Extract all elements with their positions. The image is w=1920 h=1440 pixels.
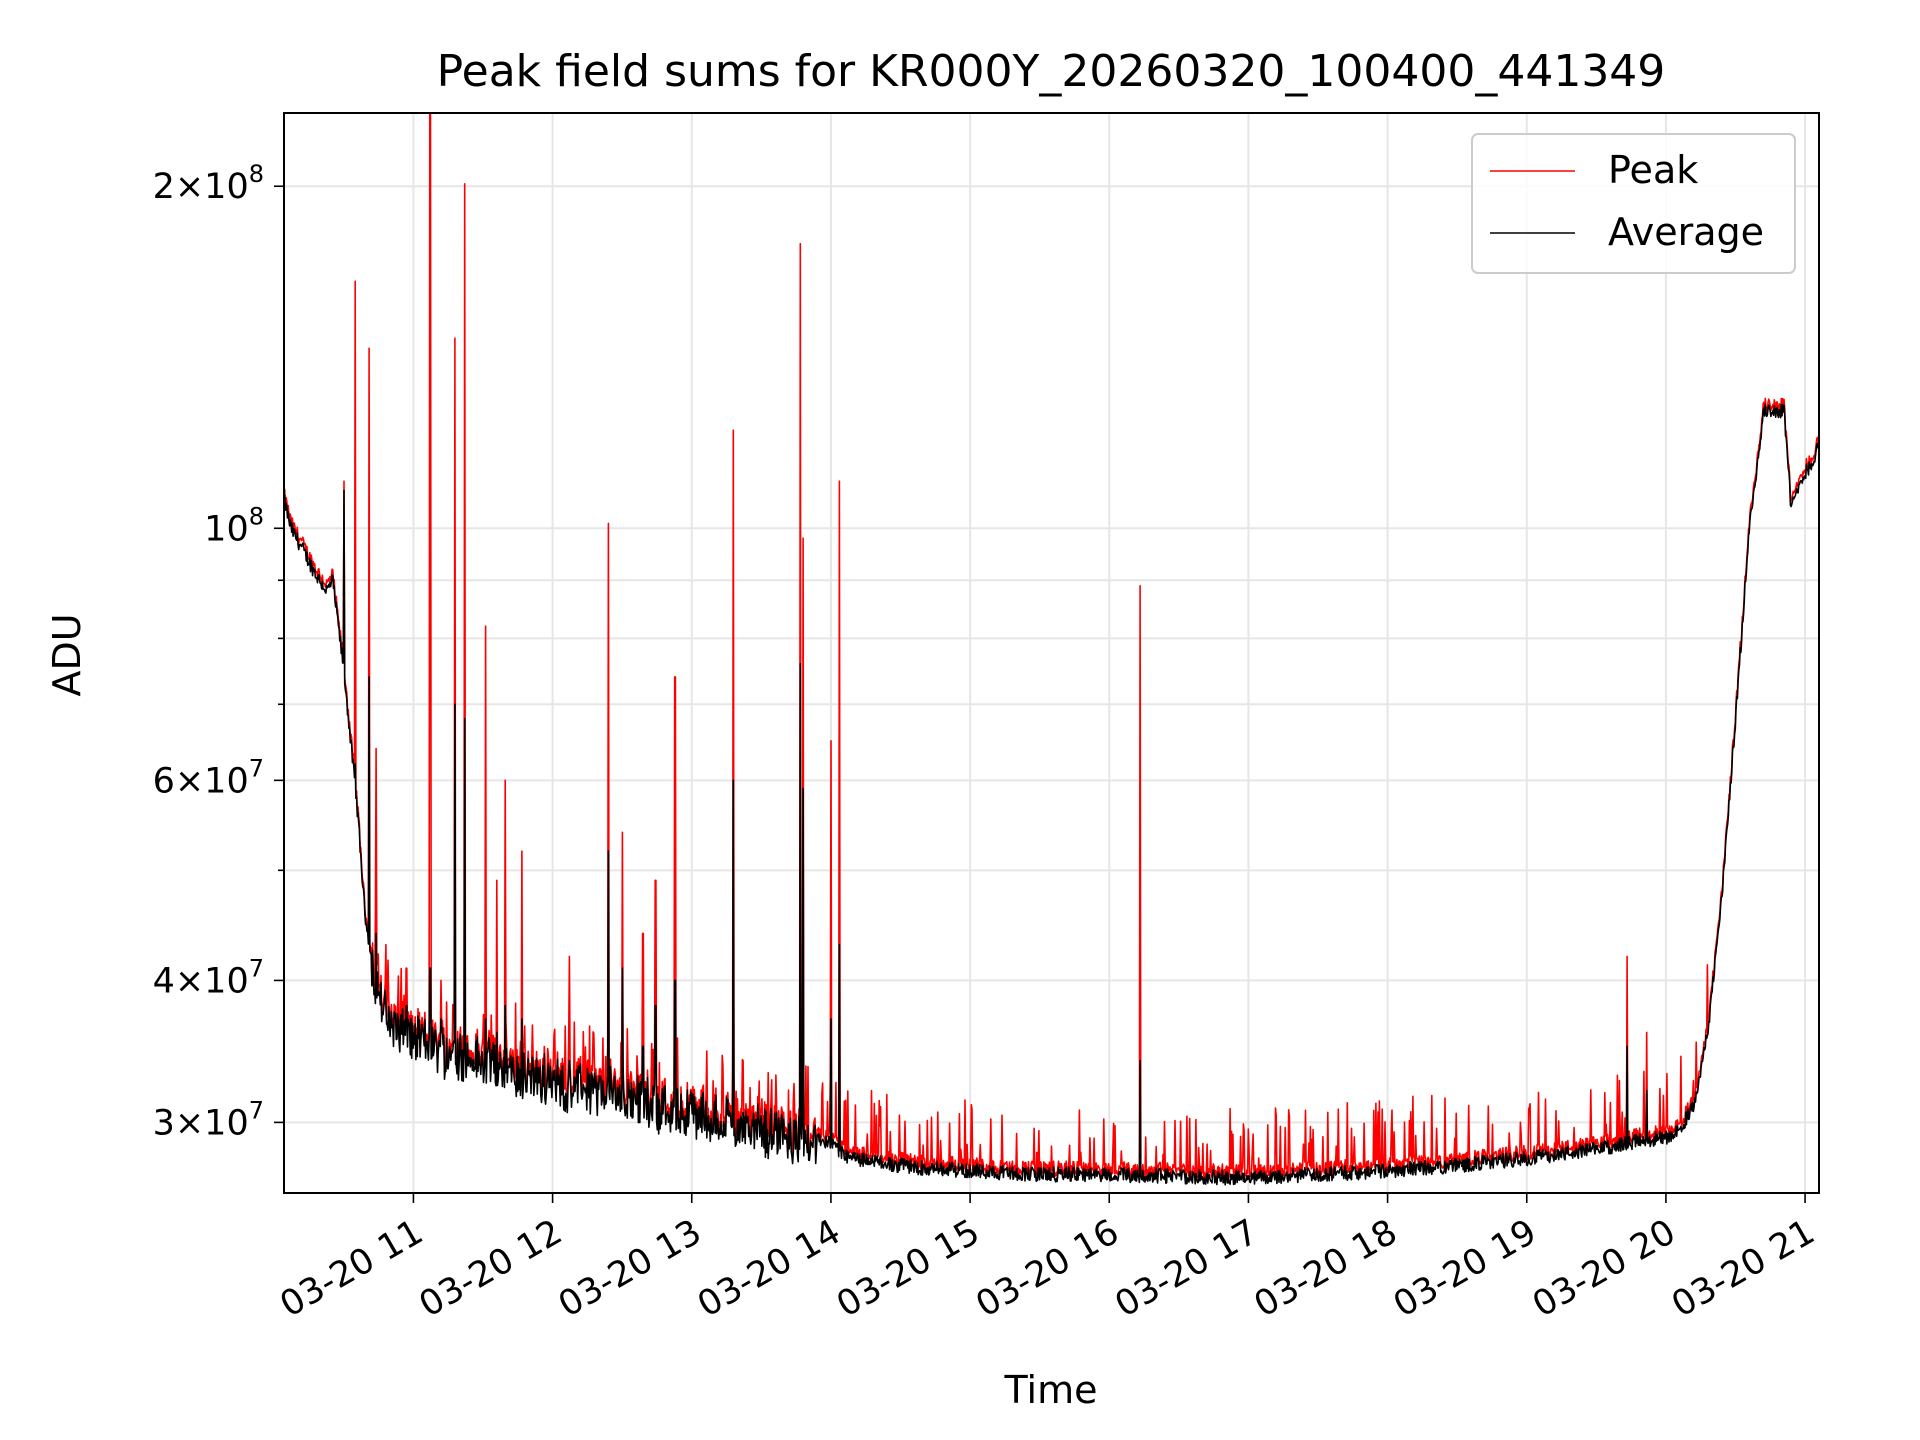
x-tick-label: 03-20 12 (413, 1212, 569, 1325)
line-layer (283, 112, 1820, 1186)
x-tick-label: 03-20 20 (1526, 1212, 1682, 1325)
x-tick-label: 03-20 14 (691, 1212, 847, 1325)
legend: Peak Average (1471, 133, 1796, 274)
x-axis-label: Time (1004, 1368, 1098, 1412)
x-tick-label: 03-20 11 (274, 1212, 430, 1325)
grid-layer (284, 113, 1819, 1193)
legend-box (1471, 133, 1796, 274)
y-tick-label: 6×107 (153, 754, 264, 801)
plot-frame (283, 112, 1820, 1194)
x-tick-label: 03-20 21 (1665, 1212, 1821, 1325)
x-tick-label: 03-20 15 (830, 1212, 986, 1325)
series-line-average (283, 403, 1820, 1186)
x-tick-label: 03-20 19 (1387, 1212, 1543, 1325)
legend-label-average: Average (1608, 210, 1764, 254)
y-tick-label: 4×107 (153, 954, 264, 1001)
legend-label-peak: Peak (1608, 148, 1698, 192)
chart-title: Peak field sums for KR000Y_20260320_1004… (437, 46, 1666, 97)
y-axis-label: ADU (45, 613, 89, 696)
y-tick-label: 2×108 (153, 160, 264, 207)
x-tick-label: 03-20 18 (1248, 1212, 1404, 1325)
x-tick-label: 03-20 17 (1109, 1212, 1265, 1325)
x-tick-label: 03-20 16 (969, 1212, 1125, 1325)
y-tick-label: 3×107 (153, 1096, 264, 1143)
x-tick-label: 03-20 13 (552, 1212, 708, 1325)
series-line-peak (283, 112, 1820, 1180)
y-tick-label: 108 (204, 502, 264, 549)
